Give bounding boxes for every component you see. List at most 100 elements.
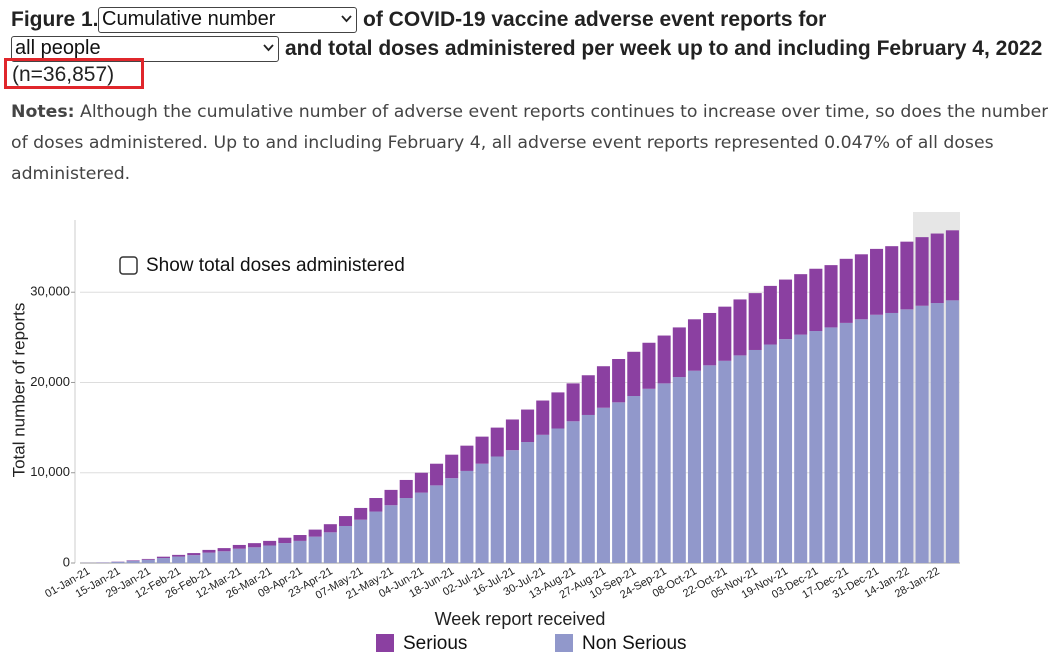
bar-segment — [839, 258, 853, 323]
bar-segment — [612, 359, 626, 403]
chart: Show total doses administered Total numb… — [9, 212, 960, 654]
bar-segment — [915, 237, 929, 306]
bar-segment — [778, 339, 793, 563]
bar-segment — [718, 360, 732, 563]
legend-swatch — [376, 634, 394, 652]
bar-segment — [794, 334, 808, 563]
bar-segment — [687, 370, 702, 563]
bar-segment — [596, 366, 610, 408]
bar-segment — [627, 396, 641, 563]
bar-segment — [156, 558, 170, 563]
chevron — [263, 44, 274, 52]
bar-segment — [475, 463, 489, 563]
bar-segment — [612, 402, 626, 563]
x-axis-label: Week report received — [435, 609, 606, 629]
bar-segment — [111, 561, 125, 563]
bar-segment — [414, 472, 428, 493]
bar-segment — [854, 254, 868, 320]
y-tick-label: 30,000 — [30, 284, 70, 299]
bar-segment — [505, 450, 519, 563]
bar-segment — [521, 409, 535, 443]
group-select[interactable]: all people — [11, 36, 279, 62]
bar-segment — [945, 230, 959, 301]
bar-segment — [733, 299, 747, 356]
bar-segment — [490, 456, 504, 563]
bar-segment — [945, 300, 959, 563]
bar-segment — [187, 555, 201, 563]
measure-select[interactable]: Cumulative number — [98, 7, 357, 33]
y-axis-label: Total number of reports — [9, 303, 28, 478]
bar-segment — [824, 327, 838, 563]
bar-segment — [900, 309, 914, 563]
bar-segment — [232, 548, 246, 563]
bar-segment — [672, 377, 686, 563]
measure-select-text: Cumulative number — [102, 8, 276, 30]
bar-segment — [748, 293, 762, 350]
bar-segment — [384, 489, 398, 506]
bar-segment — [490, 427, 504, 457]
bar-segment — [566, 383, 580, 422]
notes: Notes: Although the cumulative number of… — [11, 97, 1048, 190]
bar-segment — [733, 355, 747, 563]
bar-segment — [430, 463, 444, 486]
bar-segment — [657, 335, 671, 384]
bar-segment — [642, 342, 656, 389]
bar-segment — [430, 485, 444, 563]
bar-segment — [839, 322, 853, 563]
checkbox[interactable] — [119, 256, 138, 275]
bar-segment — [672, 327, 686, 378]
bar-segment — [338, 525, 353, 563]
bar-segment — [278, 543, 292, 563]
bar-segment — [596, 407, 610, 563]
bar-segment — [748, 349, 762, 563]
bar-segment — [521, 442, 535, 563]
bar-segment — [475, 436, 489, 464]
bar-segment — [551, 392, 565, 429]
bar-segment — [885, 312, 899, 563]
bar-segment — [156, 556, 170, 559]
bar-segment — [217, 551, 231, 563]
bar-segment — [323, 532, 337, 563]
bar-segment — [217, 548, 231, 552]
bar-segment — [581, 414, 595, 563]
bar-segment — [354, 507, 368, 520]
bar-segment — [399, 498, 413, 563]
y-tick-label: 20,000 — [30, 374, 70, 389]
bar-segment — [581, 375, 595, 415]
legend-label: Serious — [403, 633, 467, 654]
bar-segment — [247, 547, 262, 563]
bar-segment — [460, 445, 474, 471]
bar-segment — [824, 265, 838, 328]
bar-segment — [187, 553, 201, 556]
bar-segment — [323, 524, 337, 533]
bar-segment — [763, 344, 777, 563]
bar-segment — [202, 552, 216, 563]
bar-segment — [338, 516, 353, 526]
legend-swatch — [555, 634, 573, 652]
bar-segment — [778, 279, 793, 340]
bar-segment — [900, 241, 914, 310]
bar-segment — [536, 400, 550, 435]
title-text: and total doses administered per week up… — [285, 37, 1043, 60]
bar-segment — [566, 421, 580, 563]
bar-segment — [126, 560, 140, 561]
checkbox-label[interactable]: Show total doses administered — [146, 255, 405, 276]
bar-segment — [536, 434, 550, 563]
notes-label: Notes: — [11, 102, 75, 122]
bar-segment — [172, 556, 186, 563]
bar-segment — [627, 351, 641, 397]
bar-segment — [232, 544, 246, 549]
bar-segment — [247, 543, 262, 548]
bar-segment — [551, 428, 565, 563]
bar-segment — [870, 314, 884, 563]
bar-segment — [293, 540, 307, 563]
bar-segment — [263, 545, 277, 563]
bar-segment — [703, 365, 717, 563]
count-box: (n=36,857) — [4, 58, 144, 89]
bar-segment — [141, 558, 155, 560]
group-select-text: all people — [15, 37, 101, 59]
bar-segment — [141, 559, 155, 563]
bar-segment — [308, 536, 322, 563]
count: (n=36,857) — [12, 63, 115, 86]
bar-segment — [278, 537, 292, 544]
